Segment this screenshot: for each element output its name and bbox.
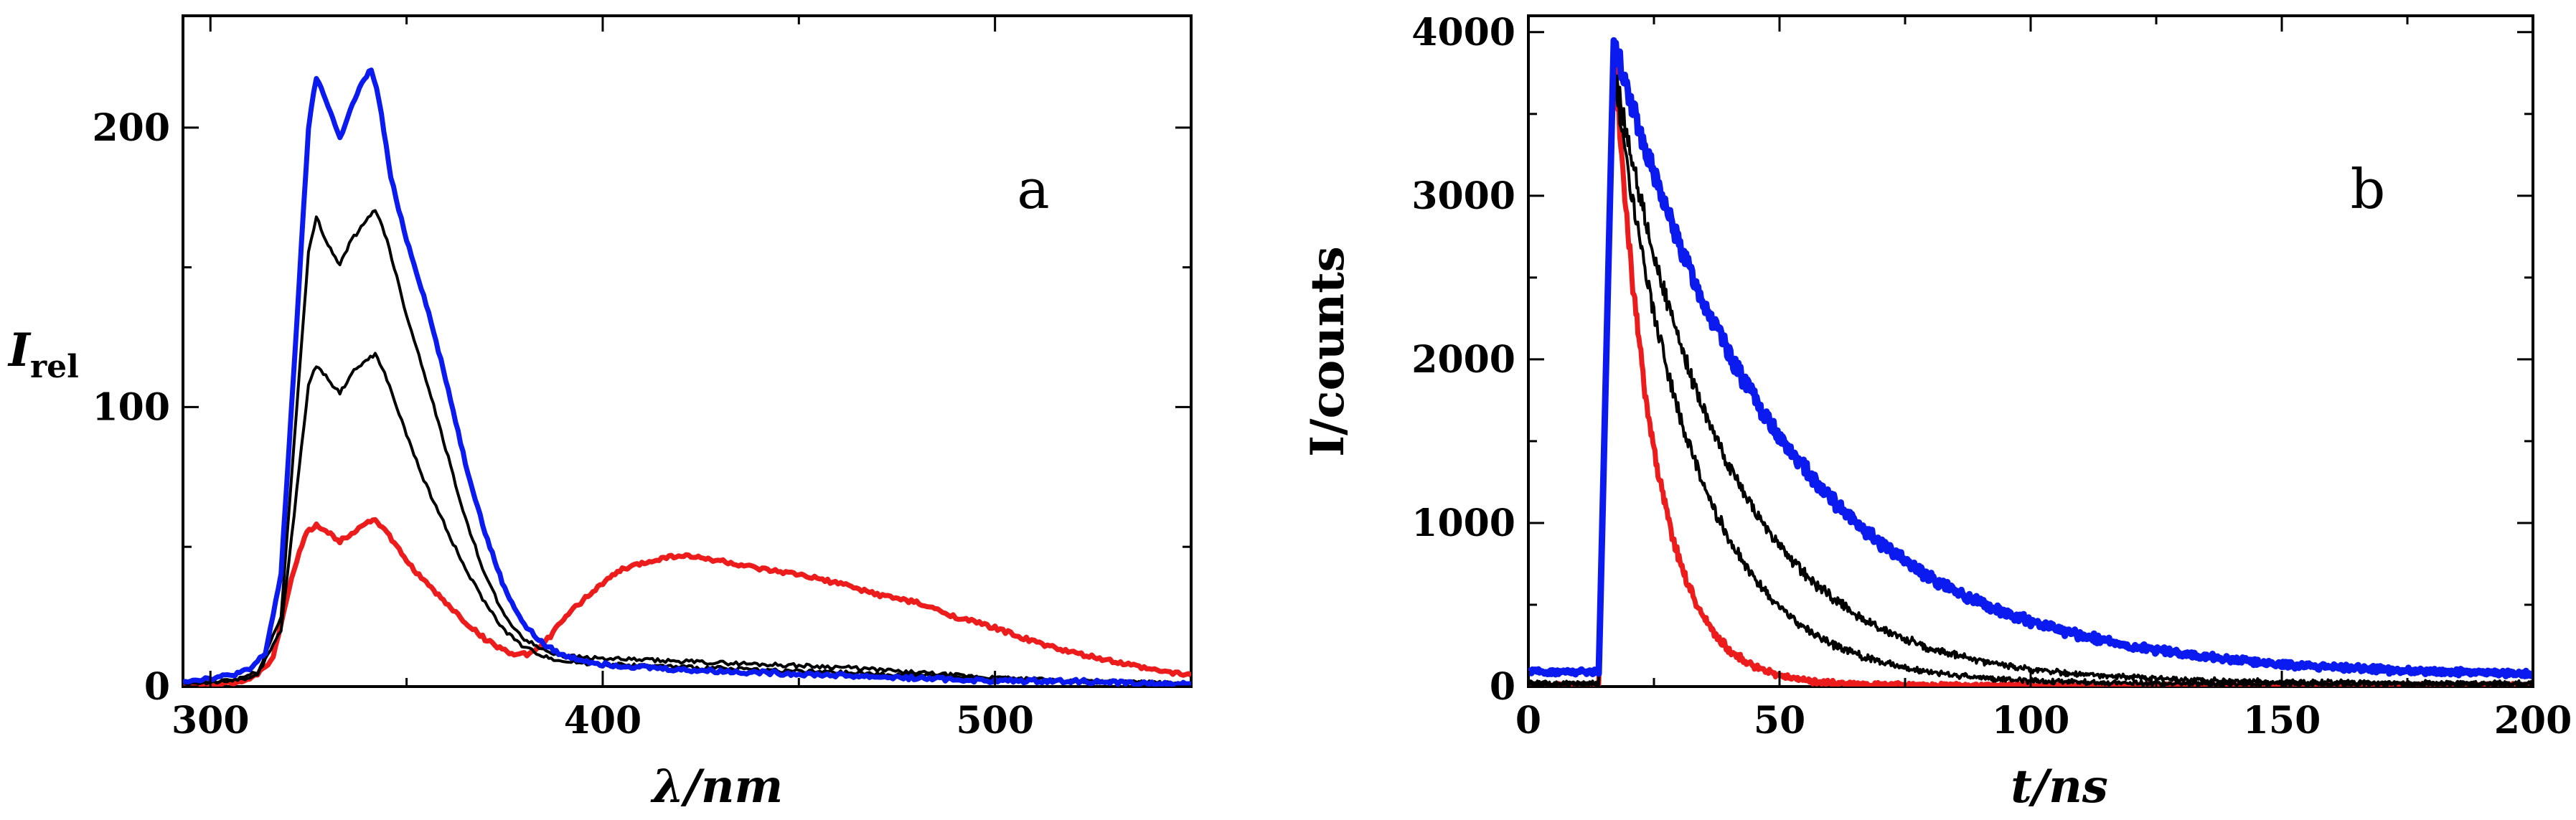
panel-b-series-line: [1528, 37, 2533, 687]
panel-b-y-axis-label: I/counts: [1301, 246, 1355, 457]
panel-a-series-line: [183, 352, 1191, 687]
panel-b-series-line: [1528, 63, 2533, 687]
panel-a: 300 400 500 0 100 200 a λ/nm Irel: [7, 14, 1193, 814]
panel-b-y-tick-label: 1000: [1411, 501, 1515, 545]
panel-b-x-axis-label: t/ns: [2011, 760, 2108, 814]
panel-a-curves: [183, 67, 1191, 687]
panel-a-series-line: [183, 209, 1191, 687]
panel-a-y-axis-label-subscript: rel: [30, 349, 79, 385]
panel-a-series-line: [183, 517, 1191, 687]
panel-a-x-axis-label: λ/nm: [650, 760, 784, 814]
panel-b-frame: [1527, 14, 2534, 688]
panel-b-curves: [1528, 37, 2533, 687]
panel-a-ticks: 300 400 500 0 100 200: [92, 16, 1191, 743]
panel-b-y-tick-label: 0: [1490, 665, 1515, 709]
panel-a-letter: a: [1017, 157, 1049, 221]
panel-a-x-tick-label: 400: [564, 699, 642, 743]
panel-a-y-tick-label: 0: [144, 665, 170, 709]
panel-b-series-line: [1528, 37, 2533, 679]
panel-b-x-tick-label: 0: [1515, 699, 1541, 743]
panel-a-series-line: [183, 67, 1191, 687]
panel-b-x-tick-label: 50: [1754, 699, 1805, 743]
panel-b-x-tick-label: 200: [2494, 699, 2572, 743]
panel-a-x-tick-label: 300: [171, 699, 250, 743]
panel-a-x-tick-label: 500: [956, 699, 1034, 743]
panel-b-x-tick-label: 150: [2243, 699, 2321, 743]
panel-b-y-tick-label: 3000: [1411, 174, 1515, 218]
panel-a-y-tick-label: 200: [92, 106, 170, 150]
panel-b-y-tick-label: 4000: [1411, 11, 1515, 55]
panel-b-y-tick-label: 2000: [1411, 338, 1515, 382]
panel-b-letter: b: [2351, 157, 2386, 221]
panel-a-y-axis-label: Irel: [7, 324, 79, 385]
panel-a-y-axis-label-main: I: [7, 324, 32, 377]
panel-a-frame: [182, 14, 1193, 688]
panel-b-x-tick-label: 100: [1992, 699, 2070, 743]
panel-a-y-tick-label: 100: [92, 385, 170, 429]
